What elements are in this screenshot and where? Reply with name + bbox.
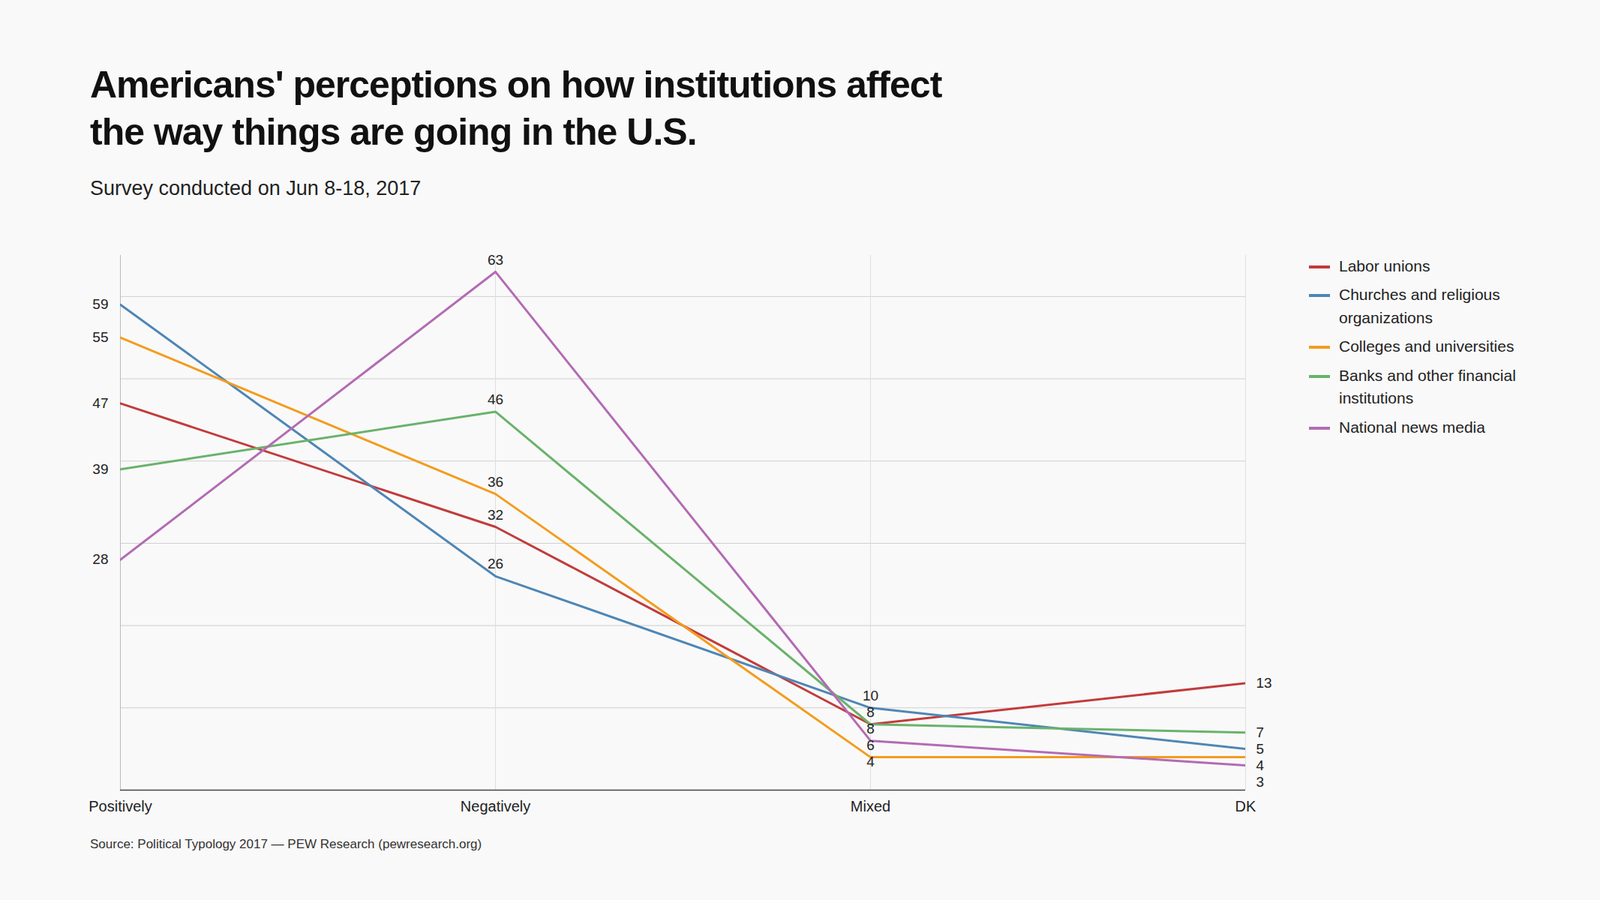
svg-text:Negatively: Negatively [460, 798, 531, 815]
svg-text:DK: DK [1235, 798, 1257, 815]
html-text:Banks and other financial inst: Banks and other financial institutions [1338, 366, 1516, 407]
svg-text:46: 46 [487, 391, 504, 408]
svg-text:36: 36 [487, 474, 504, 490]
svg-text:8: 8 [866, 720, 875, 737]
html-text:Survey conducted on Jun 8-18,: Survey conducted on Jun 8-18, 2017 [90, 177, 422, 200]
html-text:Source: Political Typology 201: Source: Political Typology 2017 — PEW Re… [90, 837, 482, 852]
svg-text:59: 59 [92, 296, 109, 313]
svg-text:8: 8 [866, 704, 875, 721]
svg-text:32: 32 [487, 507, 504, 523]
svg-text:47: 47 [92, 395, 109, 412]
svg-text:5: 5 [1256, 741, 1265, 757]
html-text:Americans' perceptions on how: Americans' perceptions on how institutio… [90, 63, 942, 153]
svg-text:7: 7 [1256, 724, 1265, 741]
svg-text:3: 3 [1256, 774, 1265, 790]
html-text:Colleges and universities: Colleges and universities [1338, 337, 1515, 356]
svg-text:26: 26 [487, 555, 504, 572]
html-text:National news media: National news media [1338, 418, 1486, 436]
svg-text:6: 6 [866, 737, 875, 754]
svg-text:63: 63 [487, 252, 504, 268]
svg-text:Mixed: Mixed [850, 798, 891, 815]
svg-text:55: 55 [92, 329, 109, 346]
html-text:Churches and religious organiz: Churches and religious organizations [1338, 286, 1501, 327]
svg-text:4: 4 [866, 753, 875, 770]
svg-text:13: 13 [1256, 675, 1273, 691]
html-text:Labor unions: Labor unions [1338, 257, 1431, 275]
svg-text:10: 10 [862, 687, 879, 704]
svg-text:4: 4 [1256, 757, 1265, 774]
svg-text:39: 39 [92, 461, 109, 478]
svg-text:28: 28 [92, 551, 109, 568]
svg-text:Positively: Positively [88, 798, 152, 815]
